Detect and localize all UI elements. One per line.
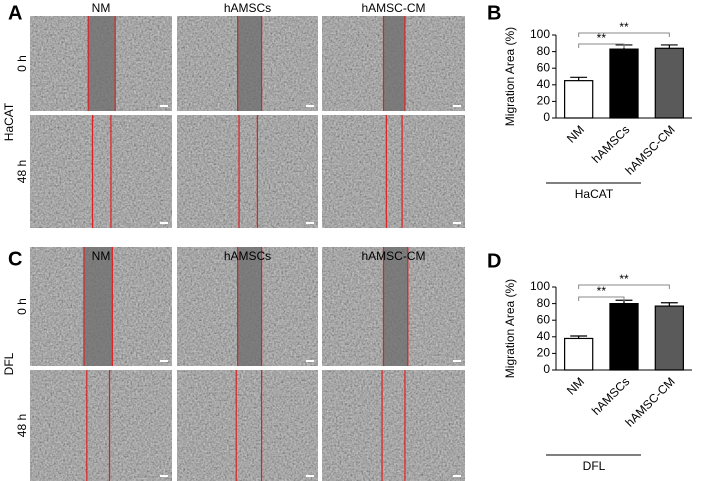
cell-texture bbox=[322, 115, 465, 228]
y-tick-label: 20 bbox=[537, 346, 551, 360]
scale-bar bbox=[160, 105, 168, 107]
x-tick-label: hAMSC-CM bbox=[623, 374, 678, 429]
panel-label: A bbox=[8, 2, 22, 24]
scale-bar bbox=[453, 360, 461, 362]
panel-label: C bbox=[8, 248, 22, 270]
group-label: HaCAT bbox=[575, 187, 614, 201]
row-label: 48 h bbox=[15, 414, 29, 437]
cell-texture bbox=[30, 115, 172, 228]
scale-bar bbox=[453, 475, 461, 477]
wound-area bbox=[88, 16, 116, 111]
x-tick-label: hAMSCs bbox=[589, 374, 632, 417]
panel-label: D bbox=[487, 250, 501, 272]
column-label: hAMSC-CM bbox=[361, 1, 425, 15]
significance-bracket bbox=[578, 43, 625, 48]
scale-bar bbox=[160, 222, 168, 224]
significance-bracket bbox=[578, 296, 625, 301]
y-tick-label: 100 bbox=[530, 279, 550, 293]
y-tick-label: 0 bbox=[543, 110, 550, 124]
y-tick-label: 60 bbox=[537, 60, 551, 74]
wound-area bbox=[237, 247, 262, 366]
y-tick-label: 60 bbox=[537, 312, 551, 326]
y-tick-label: 40 bbox=[537, 329, 551, 343]
bar bbox=[609, 303, 639, 371]
bar bbox=[654, 305, 684, 371]
significance-bracket bbox=[578, 284, 670, 289]
scale-bar bbox=[453, 105, 461, 107]
y-axis-title: Migration Area (%) bbox=[503, 27, 517, 126]
y-tick-label: 0 bbox=[543, 362, 550, 376]
bar bbox=[564, 337, 594, 371]
column-label: hAMSC-CM bbox=[361, 249, 425, 263]
significance-label: ** bbox=[597, 31, 607, 45]
x-tick-label: hAMSC-CM bbox=[623, 122, 678, 177]
significance-label: ** bbox=[597, 284, 607, 298]
bar bbox=[654, 47, 684, 119]
scale-bar bbox=[306, 360, 314, 362]
wound-area bbox=[237, 16, 262, 111]
x-tick-label: hAMSCs bbox=[589, 122, 632, 165]
column-label: NM bbox=[92, 1, 111, 15]
cell-texture bbox=[322, 370, 465, 481]
cell-line-label: HaCAT bbox=[2, 102, 16, 141]
scale-bar bbox=[160, 360, 168, 362]
y-tick-label: 80 bbox=[537, 44, 551, 58]
row-label: 0 h bbox=[15, 55, 29, 72]
bar bbox=[609, 48, 639, 119]
y-tick-label: 80 bbox=[537, 296, 551, 310]
scale-bar bbox=[306, 222, 314, 224]
scale-bar bbox=[306, 105, 314, 107]
row-label: 48 h bbox=[15, 160, 29, 183]
column-label: hAMSCs bbox=[224, 249, 271, 263]
scale-bar bbox=[453, 222, 461, 224]
bar bbox=[564, 80, 594, 119]
significance-label: ** bbox=[619, 20, 629, 34]
significance-label: ** bbox=[619, 272, 629, 286]
wound-area bbox=[383, 247, 408, 366]
group-label: DFL bbox=[583, 459, 606, 473]
wound-area bbox=[383, 16, 405, 111]
row-label: 0 h bbox=[15, 298, 29, 315]
cell-line-label: DFL bbox=[2, 352, 16, 375]
x-tick-label: NM bbox=[564, 374, 587, 397]
scale-bar bbox=[306, 475, 314, 477]
cell-texture bbox=[30, 370, 172, 481]
wound-area bbox=[83, 247, 113, 366]
column-label: NM bbox=[92, 249, 111, 263]
y-tick-label: 100 bbox=[530, 27, 550, 41]
cell-texture bbox=[177, 370, 318, 481]
column-label: hAMSCs bbox=[224, 1, 271, 15]
significance-bracket bbox=[578, 32, 670, 37]
scale-bar bbox=[160, 475, 168, 477]
y-tick-label: 20 bbox=[537, 94, 551, 108]
cell-texture bbox=[177, 115, 318, 228]
x-tick-label: NM bbox=[564, 122, 587, 145]
y-tick-label: 40 bbox=[537, 77, 551, 91]
y-axis-title: Migration Area (%) bbox=[503, 279, 517, 378]
panel-label: B bbox=[487, 2, 501, 24]
